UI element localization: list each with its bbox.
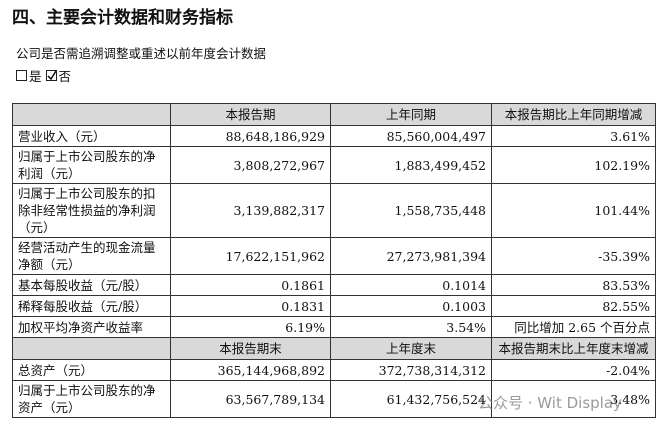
header-row: 本报告期末 上年度末 本报告期末比上年度末增减 (12, 337, 656, 360)
value-cell: 3.48% (491, 380, 656, 418)
value-cell: 0.1861 (170, 274, 331, 296)
value-cell: 88,648,186,929 (170, 125, 331, 147)
label-cell: 归属于上市公司股东的净利润（元） (12, 146, 171, 184)
value-cell: 1,883,499,452 (330, 146, 492, 184)
question: 公司是否需追溯调整或重述以前年度会计数据 (16, 46, 267, 61)
value-cell: 1,558,735,448 (330, 183, 492, 238)
header-cell: 本报告期比上年同期增减 (491, 103, 656, 126)
label-cell: 稀释每股收益（元/股） (12, 295, 171, 317)
value-cell: 3,139,882,317 (170, 183, 331, 238)
label-cell: 总资产（元） (12, 359, 171, 381)
data-row: 总资产（元） 365,144,968,892 372,738,314,312 -2.0… (12, 359, 656, 381)
value-cell: -2.04% (491, 359, 656, 381)
header-cell (12, 337, 171, 360)
value-cell: 61,432,756,524 (330, 380, 492, 418)
data-row: 归属于上市公司股东的扣除非经常性损益的净利润（元） 3,139,882,317 1,… (12, 183, 656, 238)
value-cell: 0.1014 (330, 274, 492, 296)
value-cell: 3.54% (330, 316, 492, 338)
check (46, 71, 56, 80)
data-row: 稀释每股收益（元/股） 0.1831 0.1003 82.55% (12, 295, 656, 317)
header-cell: 本报告期末比上年度末增减 (491, 337, 656, 360)
data-row: 归属于上市公司股东的净利润（元） 3,808,272,967 1,883,499,4… (12, 146, 656, 184)
value-cell: 83.53% (491, 274, 656, 296)
data-row: 经营活动产生的现金流量净额（元） 17,622,151,962 27,273,981… (12, 237, 656, 275)
value-cell: 372,738,314,312 (330, 359, 492, 381)
value-cell: 63,567,789,134 (170, 380, 331, 418)
header-cell: 本报告期末 (170, 337, 331, 360)
value-cell: 102.19% (491, 146, 656, 184)
data-row: 基本每股收益（元/股） 0.1861 0.1014 83.53% (12, 274, 656, 296)
value-cell: 82.55% (491, 295, 656, 317)
value-cell: 85,560,004,497 (330, 125, 492, 147)
header-cell: 上年度末 (330, 337, 492, 360)
watermark: 公众号 · Wit Display (478, 394, 622, 412)
header-cell: 本报告期 (170, 103, 331, 126)
options: 是 否 (16, 66, 71, 85)
data-row: 营业收入（元） 88,648,186,929 85,560,004,497 3.61% (12, 125, 656, 147)
header-cell (12, 103, 171, 126)
option-label: 是 (29, 69, 42, 84)
data-row: 加权平均净资产收益率 6.19% 3.54% 同比增加 2.65 个百分点 (12, 316, 656, 338)
value-cell: 27,273,981,394 (330, 237, 492, 275)
data-row: 归属于上市公司股东的净资产（元） 63,567,789,134 61,432,756… (12, 380, 656, 418)
label-cell: 归属于上市公司股东的扣除非经常性损益的净利润（元） (12, 183, 171, 238)
value-cell: 17,622,151,962 (170, 237, 331, 275)
option-label: 否 (58, 69, 72, 84)
data-table: 本报告期 上年同期 本报告期比上年同期增减 营业收入（元） 88,648,186,929… (12, 103, 656, 418)
header-row: 本报告期 上年同期 本报告期比上年同期增减 (12, 103, 656, 126)
checkbox (16, 70, 27, 81)
checkbox-checked (45, 70, 57, 81)
value-cell: -35.39% (491, 237, 656, 275)
value-cell: 3.61% (491, 125, 656, 147)
label-cell: 经营活动产生的现金流量净额（元） (12, 237, 171, 275)
value-cell: 0.1003 (330, 295, 492, 317)
label-cell: 归属于上市公司股东的净资产（元） (12, 380, 171, 418)
label-cell: 加权平均净资产收益率 (12, 316, 171, 338)
value-cell: 6.19% (170, 316, 331, 338)
value-cell: 同比增加 2.65 个百分点 (491, 316, 656, 338)
value-cell: 3,808,272,967 (170, 146, 331, 184)
header-cell: 上年同期 (330, 103, 492, 126)
label-cell: 基本每股收益（元/股） (12, 274, 171, 296)
value-cell: 0.1831 (170, 295, 331, 317)
value-cell: 365,144,968,892 (170, 359, 331, 381)
label-cell: 营业收入（元） (12, 125, 171, 147)
value-cell: 101.44% (491, 183, 656, 238)
section-title: 四、主要会计数据和财务指标 (12, 8, 233, 28)
